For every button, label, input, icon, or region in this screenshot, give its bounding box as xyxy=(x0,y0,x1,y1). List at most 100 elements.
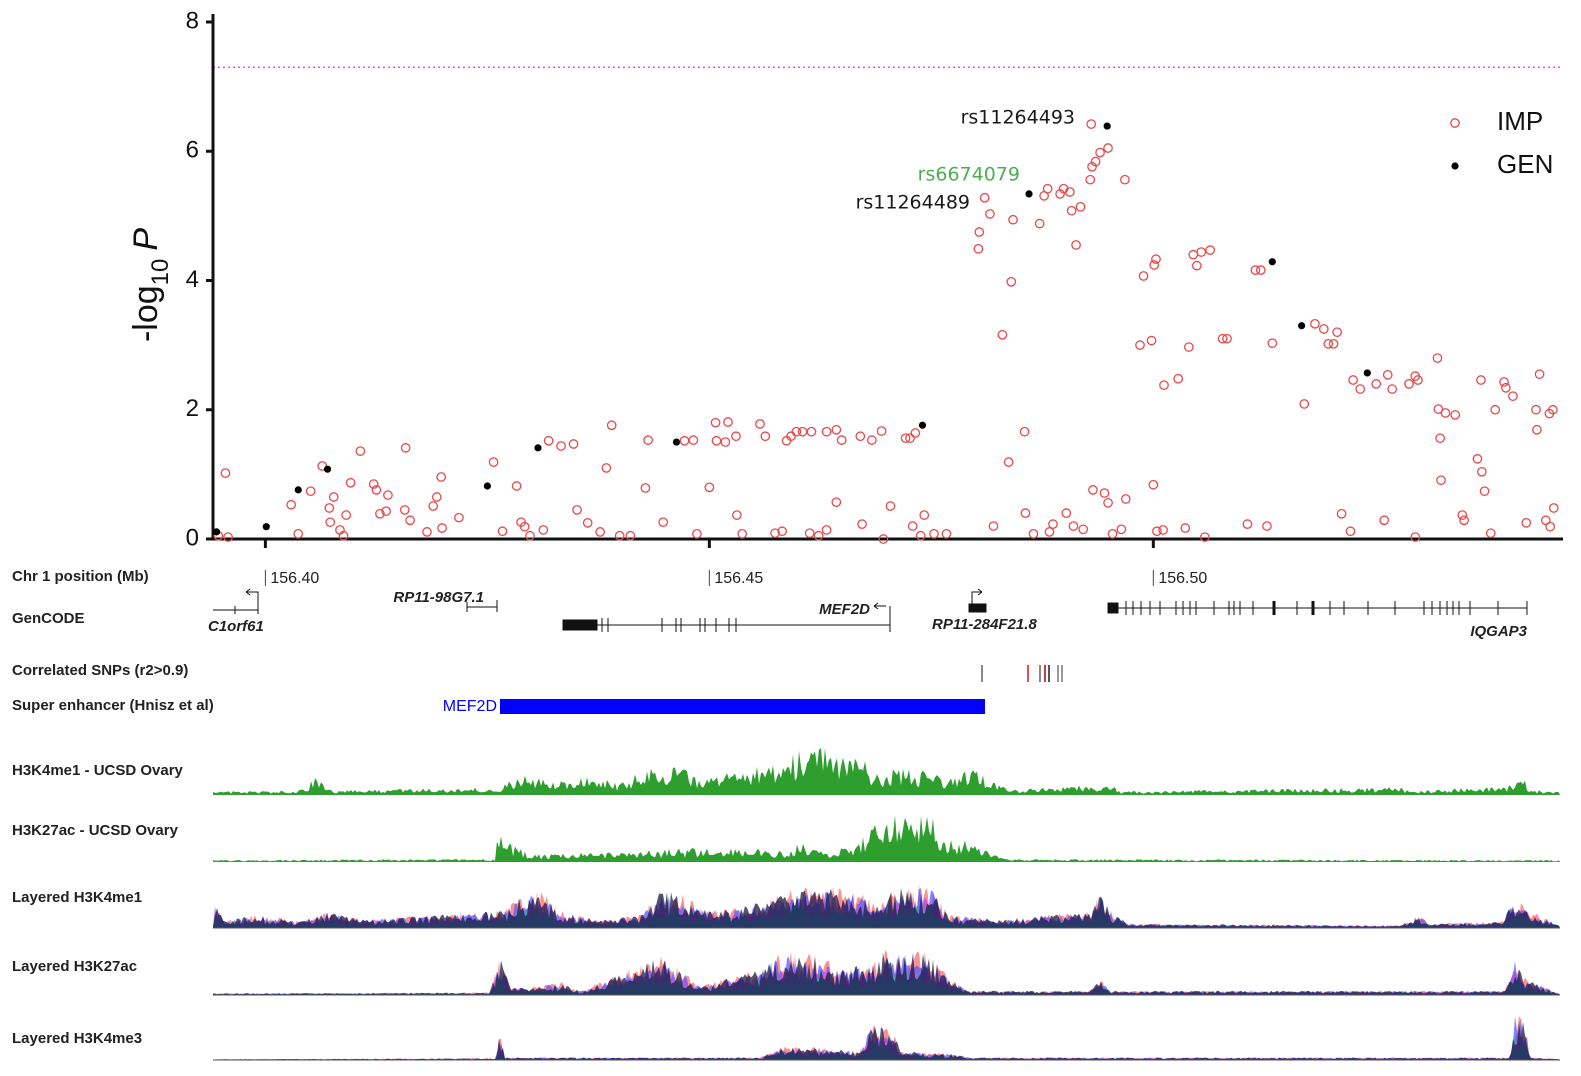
point xyxy=(1435,433,1445,444)
point xyxy=(323,465,332,473)
point xyxy=(710,417,721,428)
point xyxy=(601,463,612,473)
point xyxy=(1090,156,1101,167)
point xyxy=(797,426,808,437)
point xyxy=(1432,353,1443,363)
point xyxy=(1532,424,1542,435)
track-label: Super enhancer (Hnisz et al) xyxy=(12,697,214,714)
point xyxy=(1217,333,1228,344)
x-tick-label: 156.50 xyxy=(1158,570,1207,587)
point xyxy=(371,485,382,495)
point xyxy=(1332,327,1342,338)
strand-arrow xyxy=(245,588,259,604)
point xyxy=(1065,187,1075,197)
point xyxy=(915,530,926,541)
point xyxy=(974,227,985,237)
point xyxy=(1191,260,1202,271)
point xyxy=(431,492,442,502)
point xyxy=(1025,190,1033,198)
point xyxy=(355,446,366,456)
annotation: rs11264489 xyxy=(856,192,970,214)
exon xyxy=(1107,602,1119,614)
point xyxy=(910,428,921,438)
point xyxy=(755,419,765,429)
point xyxy=(405,515,415,526)
point xyxy=(511,481,522,491)
y-tick-label: 2 xyxy=(186,395,199,422)
point xyxy=(997,329,1008,340)
y-label-subscript: 10 xyxy=(147,259,174,286)
point xyxy=(723,417,733,427)
point xyxy=(1196,247,1207,257)
point xyxy=(1019,426,1030,437)
point xyxy=(1531,404,1541,415)
point xyxy=(625,530,636,541)
point xyxy=(606,420,617,431)
point xyxy=(679,435,690,446)
point xyxy=(643,435,653,445)
point xyxy=(1199,532,1210,542)
point xyxy=(1085,174,1096,185)
point xyxy=(907,521,918,531)
point xyxy=(941,528,952,539)
super-enhancer-name: MEF2D xyxy=(443,698,497,715)
point xyxy=(1066,205,1077,216)
point xyxy=(1548,503,1559,513)
point xyxy=(1028,528,1039,539)
legend-marker xyxy=(1450,118,1460,128)
point xyxy=(900,433,911,444)
point xyxy=(1268,258,1276,266)
point xyxy=(704,482,715,493)
gene-label: IQGAP3 xyxy=(1470,623,1527,640)
point xyxy=(1006,276,1017,287)
point xyxy=(737,528,748,539)
snp-ticks xyxy=(981,665,1063,682)
point xyxy=(1545,521,1556,532)
track-label: Layered H3K27ac xyxy=(12,958,137,975)
point xyxy=(1075,201,1086,212)
point xyxy=(1107,528,1118,539)
x-tick-label: 156.45 xyxy=(714,570,763,587)
point xyxy=(212,528,221,536)
point xyxy=(286,499,296,510)
point xyxy=(1088,485,1098,495)
point xyxy=(1048,519,1058,529)
point xyxy=(454,512,464,523)
point xyxy=(905,433,915,444)
gene-label: MEF2D xyxy=(819,601,870,618)
legend-label: GEN xyxy=(1497,149,1553,179)
gene-label: RP11-98G7.1 xyxy=(393,589,484,606)
point xyxy=(658,517,669,528)
point xyxy=(855,431,866,442)
gene-label: RP11-284F21.8 xyxy=(932,616,1037,633)
point xyxy=(1348,375,1358,385)
point xyxy=(1345,526,1356,537)
point xyxy=(1298,322,1306,330)
exons xyxy=(1125,601,1528,615)
y-tick-label: 6 xyxy=(186,137,199,164)
point xyxy=(1078,524,1089,535)
point xyxy=(857,519,867,529)
point xyxy=(791,426,802,437)
point xyxy=(556,441,566,451)
point xyxy=(1410,532,1421,542)
point xyxy=(1379,515,1390,526)
point xyxy=(777,526,788,537)
point xyxy=(525,530,535,541)
point xyxy=(1413,375,1423,385)
point xyxy=(572,505,582,515)
track-label: GenCODE xyxy=(12,610,85,627)
point xyxy=(1086,119,1097,129)
point xyxy=(1382,370,1393,380)
point xyxy=(973,243,984,254)
point xyxy=(1436,475,1446,486)
point xyxy=(1159,380,1169,391)
point xyxy=(1071,240,1081,250)
point xyxy=(1020,508,1031,519)
point xyxy=(1472,454,1483,464)
signal xyxy=(213,748,1560,795)
point xyxy=(436,472,447,482)
point xyxy=(1355,384,1366,394)
point xyxy=(672,438,681,446)
gene-label: C1orf61 xyxy=(208,618,264,635)
